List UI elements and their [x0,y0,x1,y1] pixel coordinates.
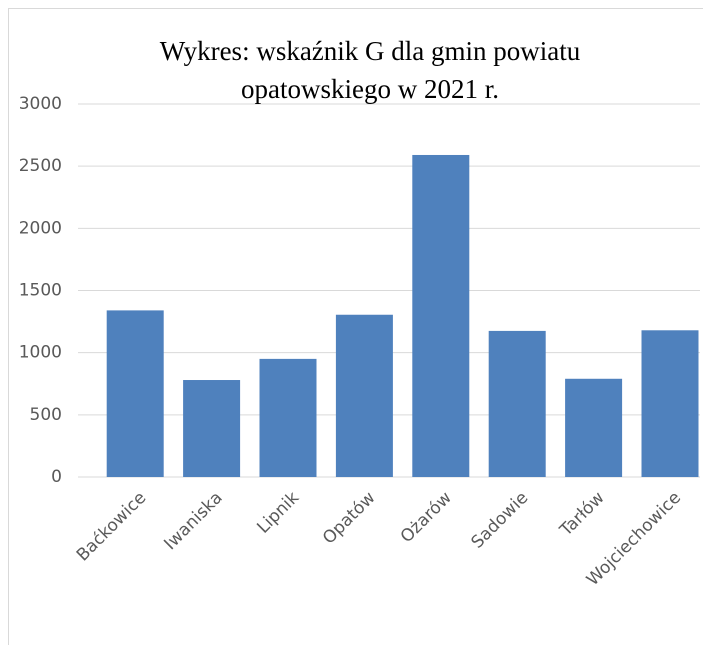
y-tick-label: 0 [51,467,62,487]
y-tick-label: 1500 [19,281,62,301]
x-tick-label: Ożarów [397,488,456,547]
x-tick-label: Tarłów [556,488,609,541]
bar [335,314,393,477]
bar [641,330,699,477]
y-tick-label: 1000 [19,343,62,363]
chart-title: Wykres: wskaźnik G dla gmin powiatu opat… [159,36,581,104]
bar [412,154,470,477]
x-tick-label: Opatów [319,488,380,549]
y-tick-label: 2000 [19,218,62,238]
y-tick-label: 3000 [19,94,62,114]
x-tick-label: Sadowie [468,488,533,553]
x-tick-label: Iwaniska [160,488,226,554]
x-tick-label: Baćkowice [73,488,150,565]
y-tick-label: 2500 [19,156,62,176]
y-tick-label: 500 [30,405,62,425]
bar [565,378,623,477]
bar [183,380,241,477]
bar [488,330,546,477]
x-tick-label: Lipnik [253,488,303,538]
bar [259,358,317,477]
bar [106,310,164,477]
